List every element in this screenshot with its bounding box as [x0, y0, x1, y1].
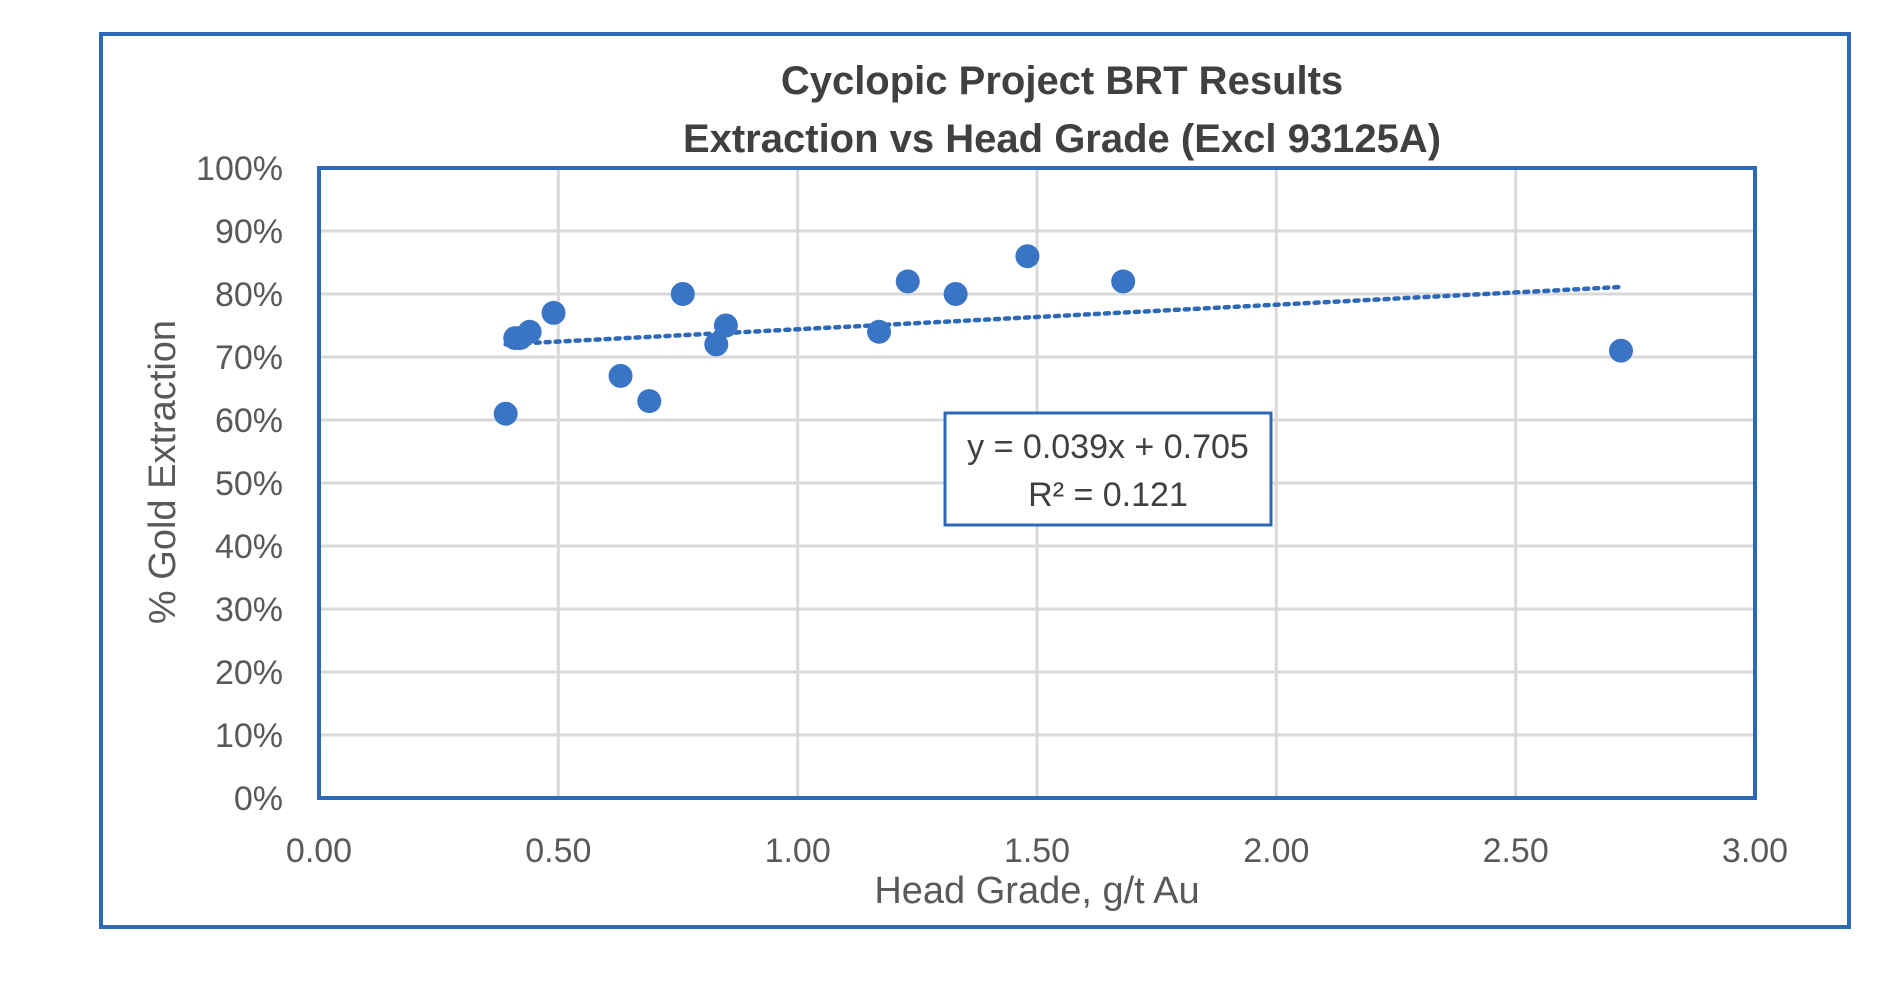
data-point [517, 319, 542, 344]
y-tick-label: 10% [215, 717, 283, 755]
y-tick-label: 30% [215, 591, 283, 629]
data-point [1111, 269, 1136, 294]
data-point [493, 401, 518, 426]
x-axis-tick-labels: 0.00 0.50 1.00 1.50 2.00 2.50 3.00 [286, 832, 1788, 870]
x-tick-label: 0.00 [286, 832, 352, 870]
x-tick-label: 1.50 [1004, 832, 1070, 870]
y-tick-label: 80% [215, 276, 283, 314]
data-points [493, 244, 1633, 426]
data-point [895, 269, 920, 294]
x-tick-label: 1.00 [765, 832, 831, 870]
y-tick-label: 0% [234, 780, 283, 818]
y-tick-label: 50% [215, 465, 283, 503]
data-point [541, 300, 566, 325]
x-axis-title: Head Grade, g/t Au [874, 870, 1199, 912]
trendline-equation: y = 0.039x + 0.705 [967, 428, 1249, 466]
plot-area-frame [317, 166, 1757, 800]
y-tick-label: 70% [215, 339, 283, 377]
chart-title-line-2: Extraction vs Head Grade (Excl 93125A) [683, 117, 1441, 161]
data-point [713, 313, 738, 338]
data-point [670, 282, 695, 306]
y-tick-label: 90% [215, 213, 283, 251]
y-axis-tick-labels: 0% 10% 20% 30% 40% 50% 60% 70% 80% 90% 100% [196, 150, 283, 818]
y-tick-label: 100% [196, 150, 283, 188]
data-point [704, 332, 729, 357]
data-point [1015, 244, 1040, 269]
chart-title-line-1: Cyclopic Project BRT Results [781, 59, 1343, 103]
x-tick-label: 2.50 [1483, 832, 1549, 870]
data-point [943, 282, 968, 306]
x-tick-label: 0.50 [525, 832, 591, 870]
trendline-equation-box [943, 411, 1273, 527]
x-tick-label: 3.00 [1722, 832, 1788, 870]
x-tick-label: 2.00 [1243, 832, 1309, 870]
y-tick-label: 40% [215, 528, 283, 566]
data-point [637, 389, 662, 414]
data-point [608, 363, 633, 388]
trendline-r-squared: R² = 0.121 [1028, 476, 1188, 514]
y-axis-title: % Gold Extraction [142, 320, 184, 624]
y-tick-label: 60% [215, 402, 283, 440]
y-tick-label: 20% [215, 654, 283, 692]
data-point [867, 319, 892, 344]
data-point [1608, 338, 1633, 363]
trendline [503, 284, 1624, 347]
